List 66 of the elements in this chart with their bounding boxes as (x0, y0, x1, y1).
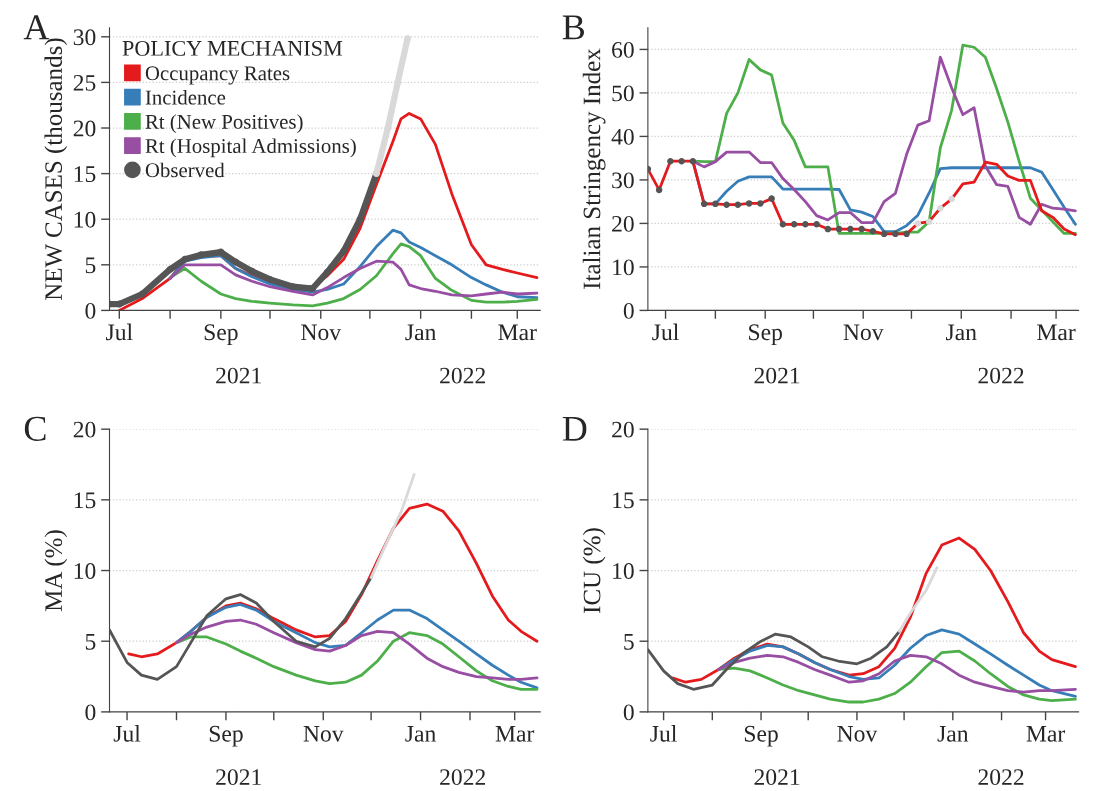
x-tick-label: Jul (650, 725, 677, 742)
y-tick-label: 0 (85, 302, 96, 319)
y-tick-label: 10 (74, 211, 96, 228)
y-tick-label: 25 (73, 74, 96, 91)
legend-label: Observed (145, 162, 225, 178)
y-axis-title: MA (%) (44, 530, 68, 612)
x-tick-label: Sep (204, 324, 238, 346)
chart-title: C (24, 416, 46, 441)
text: 2021 (754, 769, 800, 786)
x-tick-label: Sep (744, 725, 778, 747)
x-tick-label: Nov (301, 324, 342, 341)
x-tick-label: Jan (405, 726, 436, 742)
y-tick-label: 10 (613, 259, 634, 276)
y-tick-label: 20 (73, 120, 96, 137)
y-axis-title: ICU (%) (582, 528, 606, 614)
x-tick-label: Sep (209, 725, 243, 747)
x-tick-label: Nov (303, 726, 344, 742)
y-tick-label: 60 (612, 41, 634, 58)
y-tick-label: 10 (613, 563, 634, 579)
y-tick-label: 30 (73, 29, 96, 46)
x-tick-label: Mar (1026, 726, 1066, 742)
text: 2022 (978, 367, 1024, 384)
y-tick-label: 15 (74, 166, 96, 183)
legend-label: Occupancy Rates (145, 66, 290, 85)
chart-title: A (23, 15, 50, 40)
y-tick-label: 0 (623, 704, 634, 721)
y-tick-label: 30 (612, 172, 634, 189)
legend-label: Rt (Hospital Admissions) (145, 138, 356, 158)
y-tick-label: 20 (612, 421, 634, 438)
y-tick-label: 20 (612, 215, 634, 232)
legend-title: POLICY MECHANISM (122, 40, 343, 56)
x-tick-label: Mar (495, 726, 535, 742)
text: 2021 (216, 367, 261, 384)
y-axis-title: NEW CASES (thousands) (44, 38, 68, 301)
x-tick-label: Jan (937, 726, 969, 742)
x-tick-label: Jan (405, 324, 437, 341)
text: 2022 (440, 769, 485, 786)
x-tick-label: Jul (652, 323, 679, 341)
y-tick-label: 50 (612, 85, 634, 102)
y-tick-label: 5 (85, 633, 96, 650)
chart-title: B (562, 15, 585, 40)
y-tick-label: 15 (74, 492, 96, 509)
chart-title: D (562, 416, 587, 441)
y-axis-title: Italian Stringency Index (582, 48, 606, 289)
y-tick-label: 5 (624, 633, 634, 650)
x-tick-label: Mar (1037, 324, 1076, 341)
text: 2022 (440, 367, 485, 384)
x-tick-label: Sep (749, 324, 782, 346)
y-tick-label: 40 (611, 128, 634, 145)
y-tick-label: 15 (613, 492, 634, 509)
text: 2021 (754, 367, 800, 384)
legend-label: Incidence (145, 89, 226, 105)
x-tick-label: Mar (498, 324, 537, 341)
x-tick-label: Jul (113, 725, 141, 742)
x-tick-label: Jul (106, 323, 133, 341)
legend-label: Rt (New Positives) (145, 114, 303, 134)
text: 2021 (216, 769, 261, 786)
y-tick-label: 5 (85, 257, 96, 274)
y-tick-label: 0 (623, 302, 634, 319)
x-tick-label: Nov (837, 726, 878, 742)
y-tick-label: 0 (85, 704, 96, 721)
text: 2022 (978, 769, 1024, 786)
x-tick-label: Nov (843, 324, 884, 341)
x-tick-label: Jan (946, 324, 977, 341)
y-tick-label: 10 (74, 563, 96, 579)
y-tick-label: 20 (73, 421, 96, 438)
